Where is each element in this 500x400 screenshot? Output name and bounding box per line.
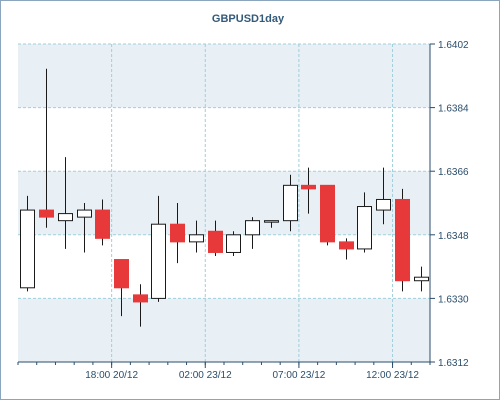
candle	[95, 199, 110, 246]
candle-body	[339, 241, 354, 250]
x-tick-label: 18:00 20/12	[85, 370, 138, 381]
axes	[17, 43, 435, 368]
candle	[283, 174, 298, 232]
candle	[357, 192, 372, 253]
candle-body	[20, 209, 35, 289]
candle	[414, 266, 429, 292]
candle	[170, 203, 185, 264]
x-axis-labels: 18:00 20/12 02:00 23/12 07:00 23/12 12:00 2…	[85, 370, 419, 381]
candle	[133, 284, 148, 327]
y-tick-label: 1.6312	[438, 358, 469, 369]
candle-body	[414, 276, 429, 282]
y-axis-labels: 1.6402 1.6384 1.6366 1.6348 1.6330 1.6312	[438, 40, 469, 369]
y-tick-label: 1.6348	[438, 231, 469, 242]
candle-body	[264, 220, 279, 223]
background-bands	[18, 44, 430, 362]
candle-body	[301, 184, 316, 190]
candle	[226, 231, 241, 256]
background-band	[18, 44, 430, 108]
candle-body	[114, 259, 129, 289]
candle	[151, 195, 166, 302]
y-tick-label: 1.6366	[438, 167, 469, 178]
candle-body	[320, 184, 335, 243]
candle	[301, 167, 316, 214]
candle-body	[245, 220, 260, 236]
x-tick-label: 02:00 23/12	[179, 370, 232, 381]
candle-body	[58, 213, 73, 222]
y-tick-label: 1.6384	[438, 104, 469, 115]
candle	[114, 259, 129, 317]
candle	[208, 220, 223, 256]
candle-body	[77, 209, 92, 218]
grid-lines	[18, 43, 430, 363]
candle-body	[357, 206, 372, 250]
candle-body	[376, 198, 391, 211]
candle	[39, 68, 54, 228]
x-tick-label: 12:00 23/12	[366, 370, 419, 381]
candle	[376, 167, 391, 225]
candle-body	[151, 223, 166, 299]
x-tick-label: 07:00 23/12	[272, 370, 325, 381]
candle	[339, 238, 354, 260]
candle-body	[170, 223, 185, 243]
candle-body	[133, 294, 148, 303]
y-tick-label: 1.6402	[438, 40, 469, 51]
candle	[245, 217, 260, 249]
candle	[20, 195, 35, 292]
candle-body	[208, 230, 223, 253]
background-band	[18, 298, 430, 362]
candle	[189, 220, 204, 253]
y-tick-label: 1.6330	[438, 294, 469, 305]
candle-body	[283, 184, 298, 222]
candle	[320, 184, 335, 246]
candle-body	[395, 198, 410, 282]
candle	[264, 220, 279, 228]
candle	[77, 203, 92, 253]
candle-body	[95, 209, 110, 239]
candle-body	[189, 234, 204, 243]
candle	[58, 157, 73, 249]
candle-body	[39, 209, 54, 218]
candle-body	[226, 234, 241, 253]
candles	[20, 68, 429, 327]
candle	[395, 188, 410, 292]
chart-title: GBPUSD1day	[212, 13, 285, 25]
